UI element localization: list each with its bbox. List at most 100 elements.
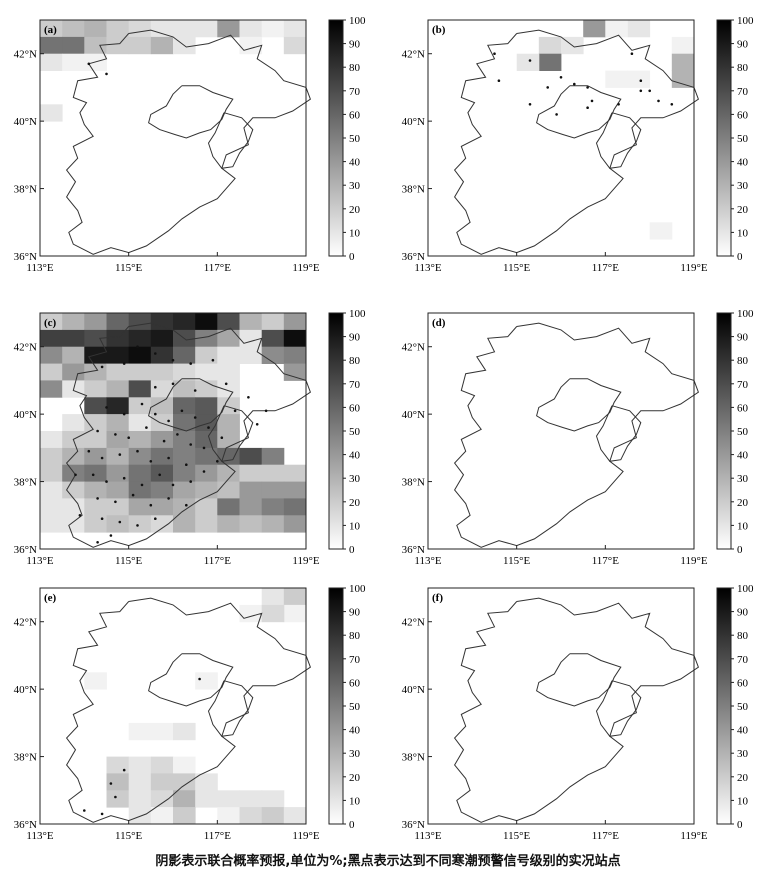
station-dot xyxy=(670,103,674,106)
probability-cell xyxy=(62,36,85,55)
probability-cell xyxy=(195,672,218,690)
probability-cell xyxy=(239,464,263,482)
probability-cell xyxy=(128,481,152,499)
probability-cell xyxy=(40,53,63,71)
station-dot xyxy=(648,89,651,93)
probability-cell xyxy=(150,414,174,432)
beijing-boundary xyxy=(148,653,234,707)
station-dot xyxy=(154,412,157,416)
probability-cell xyxy=(40,36,63,55)
colorbar-tick-label: 20 xyxy=(737,204,749,216)
y-tick-label: 40°N xyxy=(402,116,425,128)
x-tick-label: 115°E xyxy=(115,830,142,842)
y-tick-label: 42°N xyxy=(14,617,37,629)
probability-cell xyxy=(40,431,63,449)
colorbar-tick-label: 10 xyxy=(737,520,749,532)
colorbar-tick-label: 10 xyxy=(737,795,749,807)
station-dot xyxy=(136,345,139,349)
colorbar-tick-label: 30 xyxy=(349,473,361,485)
probability-cell xyxy=(217,464,240,482)
station-dot xyxy=(171,358,175,362)
panel-frame xyxy=(427,587,695,825)
station-dot xyxy=(171,382,175,386)
probability-cell xyxy=(283,481,307,499)
colorbar-tick-label: 50 xyxy=(737,426,749,438)
station-dot xyxy=(167,456,170,460)
station-dot xyxy=(167,419,170,423)
probability-cell xyxy=(239,481,263,499)
station-dot xyxy=(109,534,113,537)
probability-cell xyxy=(195,464,218,482)
beijing-boundary xyxy=(536,378,622,432)
probability-cell xyxy=(128,313,152,331)
colorbar-tick-label: 40 xyxy=(349,450,361,462)
colorbar-tick-label: 30 xyxy=(737,180,749,192)
probability-cell xyxy=(283,346,307,364)
probability-cell xyxy=(195,431,218,449)
station-dot xyxy=(528,59,532,62)
probability-cell xyxy=(84,515,107,533)
colorbar-tick-label: 10 xyxy=(349,520,361,532)
colorbar-tick-label: 10 xyxy=(737,227,749,239)
probability-cell xyxy=(128,464,152,482)
y-tick-label: 36°N xyxy=(14,544,37,556)
colorbar-tick-label: 20 xyxy=(349,772,361,784)
station-dot xyxy=(127,436,130,440)
y-tick-label: 36°N xyxy=(402,251,425,263)
probability-cell xyxy=(283,588,307,606)
probability-cell xyxy=(195,363,218,381)
probability-cell xyxy=(217,807,240,825)
colorbar-tick-label: 30 xyxy=(349,180,361,192)
probability-cell xyxy=(150,431,174,449)
colorbar-tick-label: 60 xyxy=(349,109,361,121)
probability-cell xyxy=(62,498,85,516)
tianjin-boundary xyxy=(595,680,642,737)
probability-cell xyxy=(40,20,63,38)
station-dot xyxy=(83,809,86,812)
beijing-boundary xyxy=(536,653,622,707)
probability-cell xyxy=(538,36,562,55)
probability-cell xyxy=(40,104,63,122)
station-dot xyxy=(630,52,634,55)
station-dot xyxy=(114,795,117,799)
station-dot xyxy=(131,493,135,497)
station-dot xyxy=(264,409,268,413)
station-dot xyxy=(100,365,104,369)
probability-cell xyxy=(40,481,63,499)
probability-cell xyxy=(150,313,174,331)
probability-cell xyxy=(217,20,240,38)
probability-cells xyxy=(40,20,307,122)
probability-cell xyxy=(217,447,240,466)
probability-cell xyxy=(173,346,196,364)
station-dot xyxy=(639,89,643,93)
probability-cell xyxy=(106,414,130,432)
probability-cell xyxy=(173,397,196,415)
figure-caption: 阴影表示联合概率预报,单位为%;黑点表示达到不同寒潮预警信号级别的实况站点 xyxy=(155,854,621,869)
y-tick-label: 42°N xyxy=(402,617,425,629)
station-dot xyxy=(617,103,620,106)
probability-cell xyxy=(261,588,285,606)
probability-cell xyxy=(128,756,152,774)
station-dot xyxy=(158,473,161,477)
probability-cell xyxy=(195,20,218,38)
probability-cell xyxy=(150,807,174,825)
y-tick-label: 38°N xyxy=(402,477,425,489)
probability-cell xyxy=(239,329,263,348)
probability-cell xyxy=(239,515,263,533)
station-dot xyxy=(114,433,117,436)
probability-cell xyxy=(217,414,240,432)
x-tick-label: 113°E xyxy=(26,262,53,274)
probability-cell xyxy=(605,70,628,88)
x-tick-label: 113°E xyxy=(26,555,53,567)
station-dot xyxy=(586,86,589,89)
station-dot xyxy=(122,362,126,365)
probability-cell xyxy=(40,515,63,533)
probability-cell xyxy=(106,20,130,38)
colorbar-tick-label: 50 xyxy=(737,701,749,713)
colorbar-tick-label: 90 xyxy=(737,39,749,51)
probability-cell xyxy=(283,36,307,55)
station-dot xyxy=(185,503,188,507)
probability-cell xyxy=(40,447,63,466)
station-dot xyxy=(255,423,259,426)
